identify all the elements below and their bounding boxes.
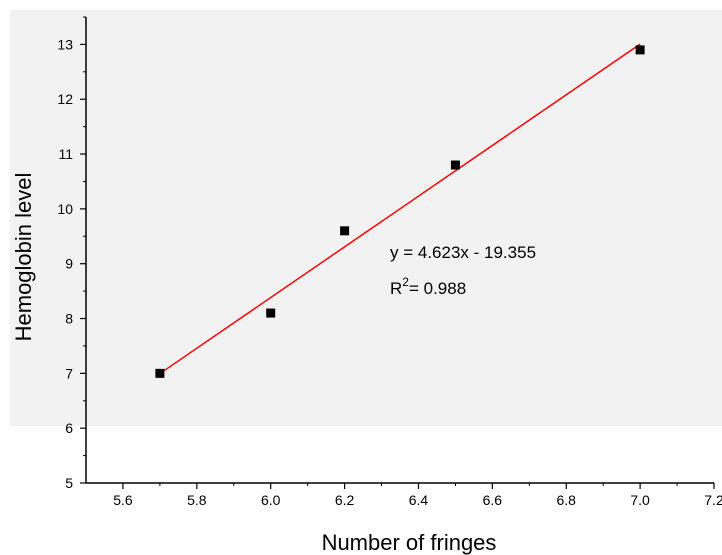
x-tick-label-2: 6.0 [261,492,281,508]
points-group [155,45,645,378]
x-tick-label-1: 5.8 [187,492,207,508]
y-tick-label-8: 13 [57,36,73,52]
x-tick-label-8: 7.2 [704,492,722,508]
x-tick-label-7: 7.0 [630,492,650,508]
shaded-background [10,10,722,426]
x-tick-label-4: 6.4 [409,492,429,508]
y-tick-label-1: 6 [65,420,73,436]
x-tick-label-5: 6.6 [483,492,503,508]
x-axis-title: Number of fringes [322,530,497,555]
y-tick-label-7: 12 [57,91,73,107]
r-squared-label: R2= 0.988 [390,275,466,298]
y-tick-label-0: 5 [65,475,73,491]
y-tick-label-4: 9 [65,256,73,272]
y-tick-label-6: 11 [58,146,73,162]
x-tick-label-3: 6.2 [335,492,355,508]
fit-line-group [159,43,641,375]
data-point-1 [266,308,276,318]
y-tick-label-2: 7 [65,365,73,381]
y-tick-label-3: 8 [65,311,73,327]
x-tick-label-0: 5.6 [113,492,133,508]
ticks-group: 5.6 5.8 6.0 6.2 6.4 6.6 6.8 7.0 7.2 5 6 7 8 9 10 11 12 13 [57,16,722,508]
data-point-0 [155,368,165,378]
r-squared-superscript: 2 [402,275,409,289]
data-point-2 [340,226,350,236]
x-tick-label-6: 6.8 [557,492,577,508]
data-point-3 [450,160,460,170]
y-tick-label-5: 10 [57,201,73,217]
fit-equation-label: y = 4.623x - 19.355 [390,243,536,262]
r-squared-prefix: R [390,279,402,298]
r-squared-value: = 0.988 [409,279,466,298]
axes-group [85,17,714,484]
y-axis-title: Hemoglobin level [11,173,36,342]
data-point-4 [635,45,645,55]
fit-line [159,43,641,375]
